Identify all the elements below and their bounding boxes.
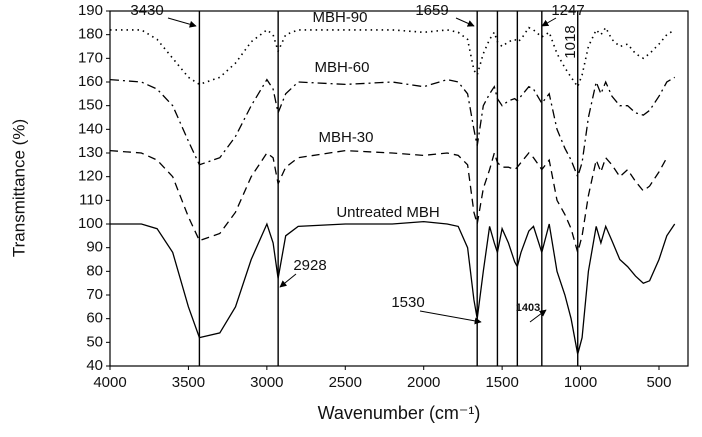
- y-tick-label: 190: [78, 2, 103, 19]
- y-tick-label: 60: [86, 310, 103, 327]
- plot-frame: [109, 10, 689, 367]
- y-tick-label: 90: [86, 239, 103, 256]
- series-label: MBH-90: [312, 9, 367, 26]
- series-label: Untreated MBH: [336, 204, 439, 221]
- peak-label: 1659: [415, 2, 448, 19]
- peak-label: 3430: [130, 2, 163, 19]
- series-label: MBH-60: [314, 59, 369, 76]
- y-tick-label: 150: [78, 97, 103, 114]
- y-axis-title: Transmittance (%): [9, 119, 28, 257]
- peak-label: 1403: [516, 302, 540, 314]
- x-tick-label: 2500: [329, 374, 362, 391]
- peak-arrow: [455, 17, 475, 27]
- x-tick-label: 2000: [407, 374, 440, 391]
- x-axis-title: Wavenumber (cm⁻¹): [318, 403, 481, 423]
- x-tick-label: 4000: [93, 374, 126, 391]
- y-tick-label: 180: [78, 26, 103, 43]
- y-tick-label: 50: [86, 333, 103, 350]
- x-tick-label: 3000: [250, 374, 283, 391]
- peak-arrow: [419, 310, 482, 325]
- series-line: [109, 76, 676, 179]
- peak-label: 1247: [551, 2, 584, 19]
- peak-arrow: [529, 309, 547, 323]
- y-tick-label: 120: [78, 168, 103, 185]
- y-tick-label: 100: [78, 215, 103, 232]
- y-tick-label: 140: [78, 120, 103, 137]
- peak-arrow: [541, 17, 557, 27]
- peak-label: 2928: [293, 257, 326, 274]
- y-tick-label: 70: [86, 286, 103, 303]
- series-label: MBH-30: [318, 129, 373, 146]
- y-tick-label: 170: [78, 49, 103, 66]
- y-tick-label: 110: [79, 191, 103, 208]
- x-tick-label: 3500: [172, 374, 205, 391]
- peak-label: 1530: [391, 294, 424, 311]
- x-tick-label: 500: [646, 374, 671, 391]
- y-tick-label: 40: [86, 357, 103, 374]
- y-tick-label: 80: [86, 262, 103, 279]
- peak-arrow: [279, 273, 297, 288]
- x-tick-label: 1500: [485, 374, 518, 391]
- x-tick-label: 1000: [564, 374, 597, 391]
- series-line: [110, 220, 676, 355]
- y-tick-label: 160: [78, 73, 103, 90]
- peak-label: 1018: [562, 25, 579, 58]
- series-line: [109, 149, 668, 255]
- peak-arrow: [167, 17, 197, 28]
- y-tick-label: 130: [78, 144, 103, 161]
- series-line: [110, 26, 676, 89]
